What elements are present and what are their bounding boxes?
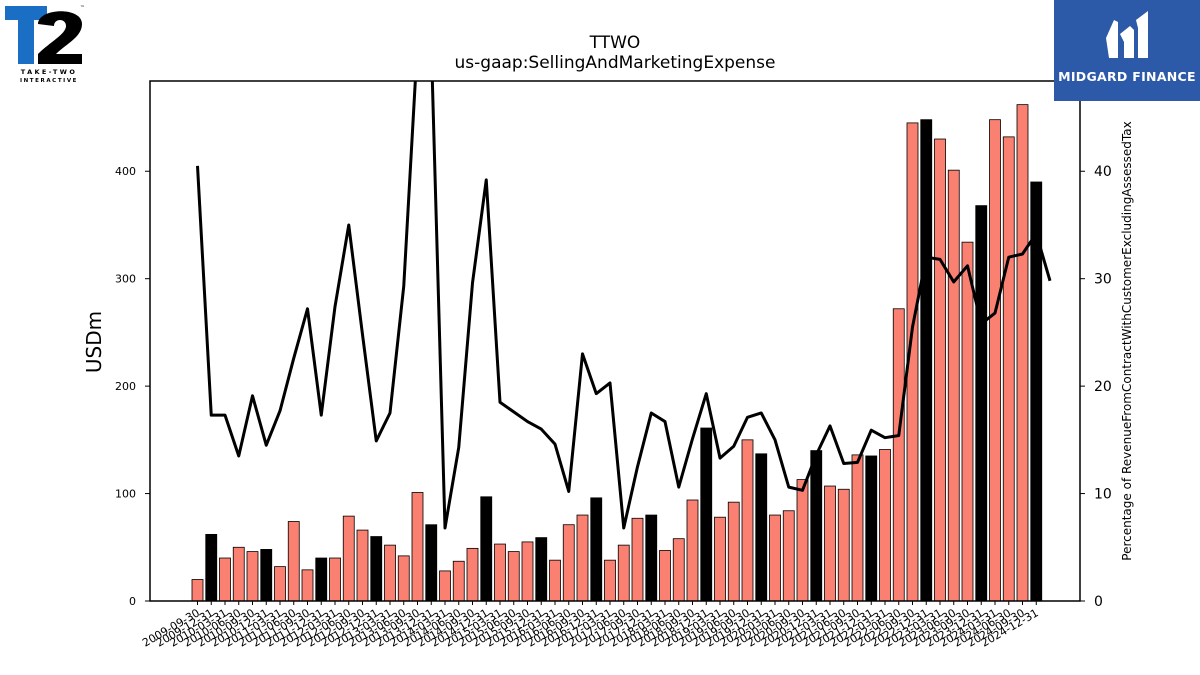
bar-2009-09-30 bbox=[191, 579, 204, 602]
take-two-logo: ™ TAKE-TWO INTERACTIVE bbox=[4, 4, 90, 84]
bar-2017-06-30 bbox=[617, 544, 630, 602]
y2-tick-label: 20 bbox=[1094, 379, 1112, 395]
midgard-mark-left bbox=[1106, 20, 1118, 58]
bar-2022-03-31 bbox=[879, 449, 891, 602]
bar-2018-12-31 bbox=[700, 427, 713, 602]
axes-layer bbox=[149, 80, 1081, 602]
bar-2014-12-31 bbox=[480, 496, 493, 602]
bar-2019-09-30 bbox=[741, 439, 754, 602]
t2-tm: ™ bbox=[80, 5, 85, 11]
y-tick-label: 300 bbox=[115, 273, 136, 286]
bar-2022-12-31 bbox=[920, 119, 933, 602]
chart-subtitle: us-gaap:SellingAndMarketingExpense bbox=[455, 53, 776, 73]
bar-2013-09-30 bbox=[411, 492, 424, 602]
bars-layer bbox=[191, 104, 1043, 602]
y2-tick-label: 10 bbox=[1094, 487, 1112, 503]
bar-2012-03-31 bbox=[329, 557, 341, 602]
bar-2012-06-30 bbox=[342, 515, 355, 602]
bar-2021-03-31 bbox=[824, 485, 836, 602]
bar-2021-06-30 bbox=[837, 488, 850, 602]
bar-2013-03-31 bbox=[384, 544, 396, 602]
y2-tick-label: 40 bbox=[1094, 164, 1112, 180]
bar-2012-09-30 bbox=[356, 529, 369, 602]
bar-2023-03-31 bbox=[934, 138, 946, 602]
bar-2019-03-31 bbox=[714, 516, 726, 602]
bar-2023-12-31 bbox=[975, 205, 988, 602]
bar-2012-12-31 bbox=[370, 536, 383, 602]
bar-2016-06-30 bbox=[562, 524, 575, 602]
bar-2014-06-30 bbox=[452, 560, 465, 602]
t2-line2: INTERACTIVE bbox=[20, 78, 78, 84]
bar-2010-03-31 bbox=[219, 557, 231, 602]
bar-2010-06-30 bbox=[232, 546, 245, 602]
bar-2013-12-31 bbox=[425, 524, 438, 602]
bar-2024-06-30 bbox=[1002, 136, 1015, 602]
bar-2011-03-31 bbox=[274, 566, 286, 602]
y-axis-label: USDm bbox=[82, 311, 106, 373]
bar-2019-06-30 bbox=[727, 501, 740, 602]
bar-2018-09-30 bbox=[686, 499, 699, 602]
bar-2017-12-31 bbox=[645, 514, 658, 602]
bar-2022-06-30 bbox=[892, 308, 905, 602]
bar-2020-03-31 bbox=[769, 514, 781, 602]
bar-2016-03-31 bbox=[549, 559, 561, 602]
bar-2021-12-31 bbox=[865, 455, 878, 602]
bar-2020-06-30 bbox=[782, 510, 795, 602]
y-tick-label: 200 bbox=[115, 380, 136, 393]
x-ticks-layer: 2009-09-302009-12-312010-03-312010-06-30… bbox=[140, 601, 1041, 650]
bar-2010-09-30 bbox=[246, 551, 259, 602]
y2-ticks-layer: 0 10 20 30 40 bbox=[1080, 164, 1112, 610]
t2-line1: TAKE-TWO bbox=[21, 68, 78, 76]
bar-2020-12-31 bbox=[810, 450, 823, 602]
bar-2019-12-31 bbox=[755, 453, 768, 602]
bar-2011-09-30 bbox=[301, 569, 314, 602]
midgard-mark-right bbox=[1136, 11, 1148, 58]
bar-2011-06-30 bbox=[287, 521, 300, 602]
bar-2011-12-31 bbox=[315, 557, 328, 602]
bar-2016-09-30 bbox=[576, 514, 589, 602]
bar-2023-09-30 bbox=[961, 241, 974, 602]
bar-2009-12-31 bbox=[205, 533, 218, 602]
t2-t-stem bbox=[18, 6, 34, 64]
y2-axis-label: Percentage of RevenueFromContractWithCus… bbox=[1120, 121, 1134, 560]
bar-2013-06-30 bbox=[397, 555, 410, 602]
midgard-finance-name: MIDGARD FINANCE bbox=[1058, 69, 1196, 84]
bar-2015-03-31 bbox=[494, 543, 506, 602]
bar-2024-09-30 bbox=[1016, 104, 1029, 602]
bar-2014-03-31 bbox=[439, 570, 451, 602]
bar-2018-03-31 bbox=[659, 550, 671, 602]
y2-tick-label: 0 bbox=[1094, 594, 1103, 610]
pct-series-line bbox=[196, 81, 1052, 530]
bar-2023-06-30 bbox=[947, 169, 960, 602]
y-tick-label: 100 bbox=[115, 488, 136, 501]
bar-2018-06-30 bbox=[672, 538, 685, 602]
bar-2015-06-30 bbox=[507, 551, 520, 602]
bar-2020-09-30 bbox=[796, 479, 809, 602]
y-ticks-layer: 0 100 200 300 400 bbox=[115, 165, 150, 608]
line-layer bbox=[196, 81, 1052, 530]
plot-frame bbox=[149, 80, 1081, 602]
bar-2014-09-30 bbox=[466, 547, 479, 602]
bar-2017-03-31 bbox=[604, 559, 616, 602]
t2-two-glyph bbox=[38, 11, 82, 64]
bar-2024-03-31 bbox=[989, 119, 1001, 602]
midgard-finance-logo: MIDGARD FINANCE bbox=[1054, 0, 1200, 101]
chart-title: TTWO bbox=[589, 33, 641, 53]
y-tick-label: 400 bbox=[115, 165, 136, 178]
y2-tick-label: 30 bbox=[1094, 272, 1112, 288]
midgard-mark-center bbox=[1120, 26, 1134, 58]
bar-2010-12-31 bbox=[260, 549, 273, 602]
y-tick-label: 0 bbox=[129, 595, 136, 608]
bar-2017-09-30 bbox=[631, 517, 644, 602]
bar-2021-09-30 bbox=[851, 454, 864, 602]
bar-2015-09-30 bbox=[521, 541, 534, 602]
bar-2015-12-31 bbox=[535, 537, 548, 602]
bar-2016-12-31 bbox=[590, 497, 603, 602]
